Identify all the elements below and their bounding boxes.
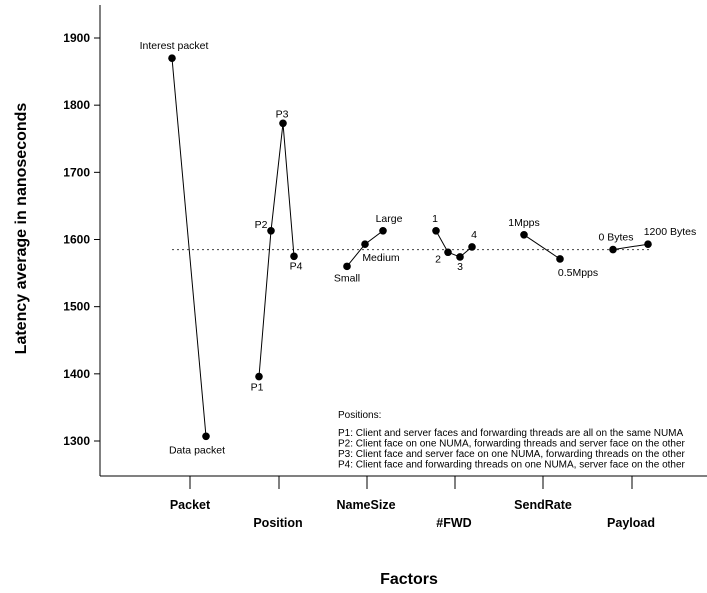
- data-point: [202, 432, 210, 441]
- legend-item: P1: Client and server faces and forwardi…: [338, 428, 684, 439]
- y-tick-label: 1300: [63, 434, 90, 448]
- data-point: [456, 253, 464, 261]
- legend-item: P4: Client face and forwarding threads o…: [338, 460, 686, 471]
- point-label: Small: [334, 272, 360, 284]
- series-line-position: [258, 123, 295, 377]
- data-point: [432, 226, 440, 235]
- legend-item: P2: Client face on one NUMA, forwarding …: [338, 439, 686, 450]
- factor-label-namesize: NameSize: [336, 498, 395, 512]
- series-line-fwd: [435, 230, 473, 258]
- y-tick-label: 1800: [63, 98, 90, 112]
- data-point: [267, 226, 275, 235]
- point-label: 2: [435, 253, 441, 265]
- point-label: Large: [376, 213, 403, 225]
- y-tick-label: 1600: [63, 233, 90, 247]
- factor-label-packet: Packet: [170, 498, 211, 512]
- legend-item: P3: Client face and server face on one N…: [338, 449, 686, 460]
- point-label: 0 Bytes: [598, 232, 633, 244]
- series-line-sendrate: [523, 234, 561, 260]
- data-point: [609, 245, 617, 254]
- legend-title: Positions:: [338, 410, 381, 421]
- y-tick-label: 1700: [63, 165, 90, 179]
- x-axis-title: Factors: [380, 571, 438, 588]
- y-tick-label: 1400: [63, 367, 90, 381]
- y-tick-label: 1500: [63, 300, 90, 314]
- data-point: [343, 262, 351, 271]
- point-label: 1Mpps: [508, 217, 540, 229]
- point-label: 1200 Bytes: [644, 226, 697, 238]
- point-label: 1: [432, 213, 438, 225]
- factor-label-sendrate: SendRate: [514, 498, 572, 512]
- point-label: 4: [471, 229, 477, 241]
- data-point: [556, 255, 564, 263]
- series-line-payload: [612, 243, 649, 251]
- y-axis-title: Latency average in nanoseconds: [13, 103, 30, 355]
- point-label: 0.5Mpps: [558, 267, 598, 279]
- point-label: Data packet: [169, 444, 225, 456]
- data-point: [361, 240, 369, 249]
- data-point: [379, 226, 387, 235]
- factor-label-fwd: #FWD: [436, 516, 471, 530]
- point-label: Medium: [362, 252, 400, 264]
- factor-label-position: Position: [253, 516, 302, 530]
- series-line-packet: [171, 58, 207, 437]
- data-point: [168, 54, 176, 62]
- point-label: P3: [276, 108, 289, 120]
- data-point: [290, 252, 298, 261]
- data-point: [644, 240, 652, 249]
- data-point: [444, 248, 452, 257]
- data-point: [468, 243, 476, 251]
- point-label: Interest packet: [140, 40, 209, 52]
- point-label: 3: [457, 261, 463, 273]
- data-point: [255, 372, 263, 381]
- point-label: P4: [290, 260, 303, 272]
- factor-label-payload: Payload: [607, 516, 655, 530]
- y-tick-label: 1900: [63, 31, 90, 45]
- data-point: [520, 230, 528, 239]
- point-label: P1: [251, 382, 264, 394]
- plot-area: 1300 1400 1500 1600 1700 1800 1900 Latency aver…: [13, 5, 707, 588]
- point-label: P2: [255, 219, 268, 231]
- data-point: [279, 119, 287, 128]
